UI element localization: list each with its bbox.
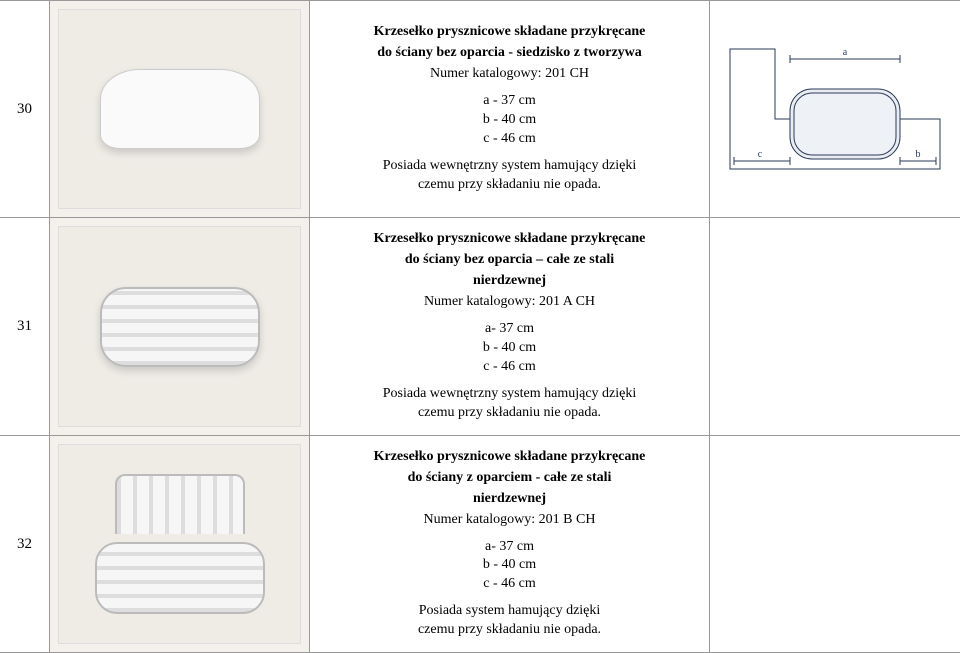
dimension-diagram-icon: a c b: [720, 39, 950, 179]
product-image-cell: [50, 218, 310, 435]
row-number: 31: [17, 318, 32, 335]
note-line: czemu przy składaniu nie opada.: [324, 176, 695, 195]
row-number-cell: 32: [0, 436, 50, 652]
note-line: czemu przy składaniu nie opada.: [324, 621, 695, 640]
catalog-line: Numer katalogowy: 201 B CH: [324, 511, 695, 530]
dim-a: a - 37 cm: [324, 92, 695, 111]
product-image-placeholder: [58, 444, 301, 644]
catalog-row: 31 Krzesełko prysznicowe składane przykr…: [0, 218, 960, 436]
catalog-row: 32 Krzesełko prysznicowe składane przykr…: [0, 436, 960, 653]
product-image-cell: [50, 1, 310, 217]
product-title-line: do ściany z oparciem - całe ze stali: [324, 469, 695, 488]
row-number: 30: [17, 101, 32, 118]
dim-b: b - 40 cm: [324, 111, 695, 130]
catalog-code: 201 A CH: [539, 294, 595, 309]
product-title-line: do ściany bez oparcia - siedzisko z twor…: [324, 44, 695, 63]
catalog-code: 201 B CH: [539, 512, 596, 527]
dimensions: a - 37 cm b - 40 cm c - 46 cm: [324, 92, 695, 149]
dim-c: c - 46 cm: [324, 130, 695, 149]
diagram-label-c: c: [758, 149, 763, 160]
description-cell: Krzesełko prysznicowe składane przykręca…: [310, 436, 710, 652]
catalog-table: 30 Krzesełko prysznicowe składane przykr…: [0, 0, 960, 653]
row-number: 32: [17, 536, 32, 553]
shower-seat-plastic-icon: [100, 69, 260, 149]
note-line: Posiada wewnętrzny system hamujący dzięk…: [324, 385, 695, 404]
dim-b: b - 40 cm: [324, 339, 695, 358]
row-number-cell: 30: [0, 1, 50, 217]
note-line: Posiada wewnętrzny system hamujący dzięk…: [324, 157, 695, 176]
diagram-cell: [710, 218, 960, 435]
product-title-line: nierdzewnej: [324, 272, 695, 291]
product-title-line: nierdzewnej: [324, 490, 695, 509]
product-title-line: Krzesełko prysznicowe składane przykręca…: [324, 448, 695, 467]
catalog-label: Numer katalogowy:: [424, 512, 536, 527]
note-line: czemu przy składaniu nie opada.: [324, 404, 695, 423]
product-title-line: Krzesełko prysznicowe składane przykręca…: [324, 230, 695, 249]
dim-c: c - 46 cm: [324, 358, 695, 377]
catalog-code: 201 CH: [545, 66, 589, 81]
catalog-line: Numer katalogowy: 201 A CH: [324, 293, 695, 312]
dim-b: b - 40 cm: [324, 556, 695, 575]
product-image-placeholder: [58, 226, 301, 427]
diagram-label-b: b: [916, 149, 921, 160]
diagram-cell: [710, 436, 960, 652]
dimensions: a- 37 cm b - 40 cm c - 46 cm: [324, 538, 695, 595]
catalog-label: Numer katalogowy:: [424, 294, 536, 309]
diagram-label-a: a: [843, 47, 848, 58]
diagram-cell: a c b: [710, 1, 960, 217]
catalog-row: 30 Krzesełko prysznicowe składane przykr…: [0, 0, 960, 218]
row-number-cell: 31: [0, 218, 50, 435]
product-image-placeholder: [58, 9, 301, 209]
note-line: Posiada system hamujący dzięki: [324, 602, 695, 621]
dim-a: a- 37 cm: [324, 538, 695, 557]
shower-seat-steel-backrest-icon: [95, 474, 265, 614]
product-image-cell: [50, 436, 310, 652]
dimensions: a- 37 cm b - 40 cm c - 46 cm: [324, 320, 695, 377]
dim-a: a- 37 cm: [324, 320, 695, 339]
description-cell: Krzesełko prysznicowe składane przykręca…: [310, 218, 710, 435]
description-cell: Krzesełko prysznicowe składane przykręca…: [310, 1, 710, 217]
product-title-line: do ściany bez oparcia – całe ze stali: [324, 251, 695, 270]
catalog-label: Numer katalogowy:: [430, 66, 542, 81]
product-title-line: Krzesełko prysznicowe składane przykręca…: [324, 23, 695, 42]
dim-c: c - 46 cm: [324, 575, 695, 594]
catalog-line: Numer katalogowy: 201 CH: [324, 65, 695, 84]
shower-seat-steel-icon: [100, 287, 260, 367]
